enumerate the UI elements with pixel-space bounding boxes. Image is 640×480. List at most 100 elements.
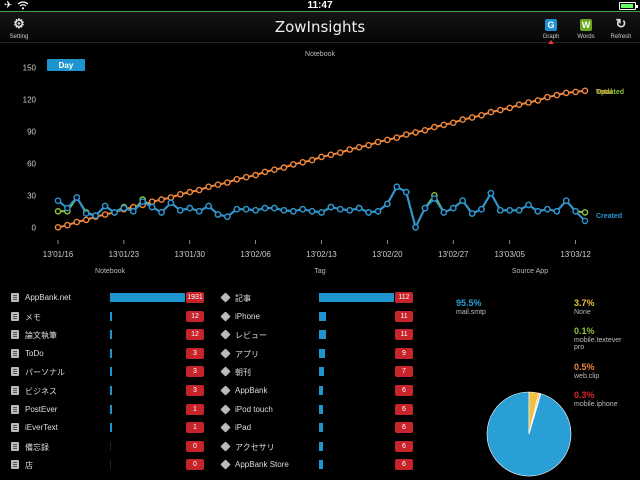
item-bar (110, 330, 112, 340)
data-point (525, 201, 532, 209)
source-name: mail.smtp (456, 309, 486, 316)
item-bar (319, 385, 324, 395)
data-point (487, 108, 495, 116)
data-point (562, 89, 570, 97)
graph-button[interactable]: G Graph (533, 15, 569, 44)
app-title: ZowInsights (274, 18, 366, 36)
data-point (506, 206, 514, 214)
gear-icon: ⚙ (13, 16, 25, 31)
list-item[interactable]: iEverText 1 (11, 420, 209, 439)
y-axis: 0 30 60 90 120 150 (23, 63, 37, 232)
list-item[interactable]: ToDo 3 (11, 346, 209, 365)
data-point (64, 221, 71, 229)
data-point (515, 206, 523, 214)
words-button[interactable]: W Words (568, 15, 604, 40)
list-item[interactable]: 備忘録 0 (11, 439, 209, 458)
notebook-icon (11, 423, 19, 433)
data-point (308, 207, 316, 215)
data-point (167, 194, 175, 201)
list-item[interactable]: PostEver 1 (11, 402, 209, 421)
refresh-icon: ↻ (615, 16, 627, 31)
list-item[interactable]: レビュー 11 (220, 327, 419, 346)
y-tick-label: 30 (27, 191, 36, 200)
data-point (289, 161, 297, 168)
tag-icon (220, 348, 231, 359)
tag-icon (220, 311, 231, 322)
data-point (73, 194, 81, 201)
refresh-button[interactable]: ↻ Refresh (603, 15, 639, 40)
data-point (431, 195, 438, 202)
item-bar (319, 348, 326, 358)
list-item[interactable]: アプリ 9 (220, 346, 419, 365)
count-badge: 1 (186, 403, 204, 415)
tag-icon (220, 292, 231, 303)
y-tick-label: 150 (23, 63, 37, 72)
count-badge: 3 (186, 384, 204, 396)
wifi-icon (17, 1, 29, 10)
tag-icon (220, 385, 231, 396)
count-badge: 6 (395, 459, 413, 471)
list-item[interactable]: AppBank.net 1931 (11, 290, 209, 309)
data-point (271, 204, 278, 212)
series-line (57, 185, 586, 231)
tag-icon (220, 441, 231, 452)
data-point (506, 104, 514, 112)
data-point (327, 151, 335, 159)
item-bar (110, 404, 112, 414)
item-name: ToDo (25, 348, 44, 358)
data-point (346, 206, 354, 214)
item-bar (110, 441, 111, 451)
data-point (195, 207, 203, 215)
list-item[interactable]: 朝刊 7 (220, 364, 419, 383)
data-point (468, 114, 476, 121)
source-percent: 0.1% (574, 326, 595, 336)
x-tick-label: 13'03/12 (560, 250, 591, 259)
item-bar (110, 423, 112, 433)
item-name: メモ (25, 312, 41, 322)
item-name: 備忘録 (25, 442, 49, 452)
data-point (195, 186, 203, 194)
list-item[interactable]: ビジネス 3 (11, 383, 209, 402)
list-item[interactable]: パーソナル 3 (11, 364, 209, 383)
data-point (252, 206, 259, 214)
list-item[interactable]: AppBank 6 (220, 383, 419, 402)
data-point (459, 197, 467, 204)
list-item[interactable]: iPod touch 6 (220, 402, 419, 421)
data-point (355, 143, 363, 151)
data-point (478, 205, 485, 213)
list-item[interactable]: 記事 112 (220, 290, 419, 309)
list-item[interactable]: アクセサリ 6 (220, 439, 419, 458)
item-name: AppBank (235, 385, 268, 395)
list-item[interactable]: iPhone 11 (220, 309, 419, 328)
setting-button[interactable]: ⚙ Setting (1, 15, 37, 40)
item-bar (319, 367, 324, 377)
series-total (54, 87, 589, 231)
series-end-label: Total (596, 89, 612, 96)
list-item[interactable]: AppBank Store 6 (220, 457, 419, 476)
data-point (205, 183, 212, 191)
notebook-icon (11, 348, 19, 358)
data-point (186, 188, 194, 196)
data-point (384, 136, 391, 144)
count-badge: 112 (395, 292, 413, 303)
period-button[interactable]: Day (47, 59, 85, 71)
data-point (355, 204, 363, 212)
item-name: iPod touch (235, 404, 273, 414)
data-point (336, 149, 344, 156)
list-item[interactable]: メモ 12 (11, 309, 209, 328)
list-item[interactable]: 論文執筆 12 (11, 327, 209, 346)
data-point (544, 205, 551, 213)
data-point (544, 93, 551, 101)
data-point (468, 210, 476, 217)
data-point (384, 200, 391, 208)
data-point (581, 87, 589, 95)
data-point (525, 99, 532, 106)
y-tick-label: 60 (27, 159, 36, 168)
data-point (581, 217, 589, 225)
y-tick-label: 0 (32, 223, 37, 232)
data-point (129, 207, 137, 215)
list-item[interactable]: iPad 6 (220, 420, 419, 439)
